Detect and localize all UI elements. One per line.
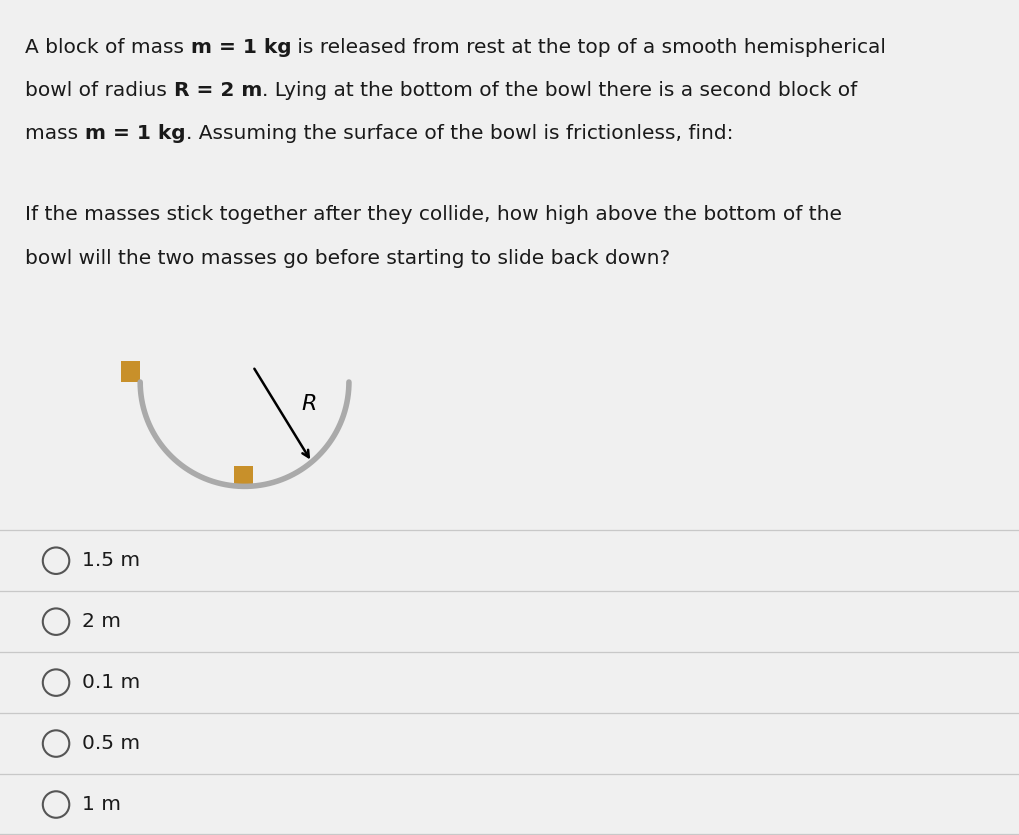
- Text: If the masses stick together after they collide, how high above the bottom of th: If the masses stick together after they …: [25, 205, 843, 225]
- Text: 2 m: 2 m: [82, 612, 120, 631]
- Text: is released from rest at the top of a smooth hemispherical: is released from rest at the top of a sm…: [291, 38, 887, 57]
- Text: A block of mass: A block of mass: [25, 38, 191, 57]
- Text: m = 1 kg: m = 1 kg: [191, 38, 291, 57]
- Text: m = 1 kg: m = 1 kg: [85, 124, 185, 144]
- Text: mass: mass: [25, 124, 85, 144]
- Text: R: R: [301, 394, 317, 413]
- Text: 1.5 m: 1.5 m: [82, 551, 140, 570]
- Text: bowl will the two masses go before starting to slide back down?: bowl will the two masses go before start…: [25, 249, 671, 268]
- Text: 0.5 m: 0.5 m: [82, 734, 140, 753]
- Text: 0.1 m: 0.1 m: [82, 673, 140, 692]
- Text: . Assuming the surface of the bowl is frictionless, find:: . Assuming the surface of the bowl is fr…: [185, 124, 733, 144]
- Text: . Lying at the bottom of the bowl there is a second block of: . Lying at the bottom of the bowl there …: [262, 81, 857, 100]
- Text: 1 m: 1 m: [82, 795, 120, 814]
- Bar: [121, 362, 141, 382]
- Text: bowl of radius: bowl of radius: [25, 81, 173, 100]
- Text: R = 2 m: R = 2 m: [173, 81, 262, 100]
- Bar: [234, 466, 253, 486]
